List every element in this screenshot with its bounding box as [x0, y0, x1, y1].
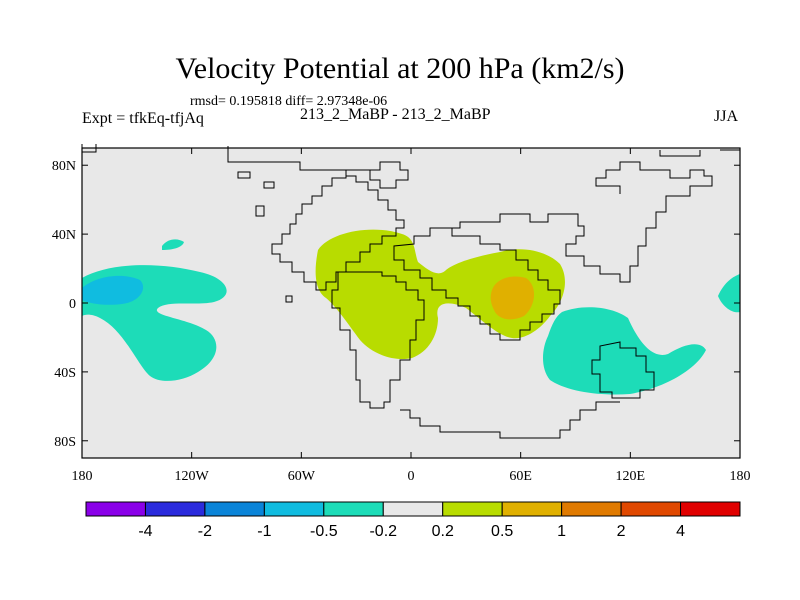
region-central-pacific-blue [82, 275, 144, 305]
lat-tick-label: 80S [54, 435, 76, 450]
region-middle-east-orange [490, 276, 535, 320]
lon-tick-label: 120W [175, 469, 210, 484]
colorbar-label: 2 [617, 523, 626, 540]
lon-tick-label: 60E [509, 469, 532, 484]
stats-text: rmsd= 0.195818 diff= 2.97348e-06 [190, 94, 388, 109]
region-north-pacific-cyan [162, 239, 184, 250]
colorbar-box [561, 501, 622, 517]
season-label: JJA [714, 108, 739, 125]
colorbar-label: -4 [138, 523, 152, 540]
colorbar-box [680, 501, 741, 517]
lat-tick-label: 40S [54, 366, 76, 381]
colorbar-box [382, 501, 444, 517]
coastline-australia [591, 341, 655, 399]
colorbar-label: -2 [198, 523, 212, 540]
colorbar-box [204, 501, 265, 517]
coastline-south-america [331, 271, 425, 409]
lat-tick-label: 80N [52, 159, 76, 174]
latitude-ticks: 80N 40N 0 40S 80S [52, 159, 740, 450]
plot-title: Velocity Potential at 200 hPa (km2/s) [175, 52, 625, 85]
region-indian-ocean-cyan [543, 307, 706, 395]
lon-tick-label: 120E [616, 469, 646, 484]
lon-tick-label: 0 [408, 469, 415, 484]
colorbar-box [442, 501, 503, 517]
colorbar-label: 0.2 [432, 523, 454, 540]
coastline-north-america [227, 146, 409, 291]
colorbar-label: 1 [557, 523, 566, 540]
coastlines [81, 144, 740, 439]
case-label: 213_2_MaBP - 213_2_MaBP [300, 106, 491, 123]
colorbar-label: 0.5 [491, 523, 513, 540]
lat-tick-label: 40N [52, 228, 76, 243]
colorbar-label: -0.2 [369, 523, 397, 540]
coastline-small-islands [237, 171, 293, 303]
coastline-antarctica [400, 401, 620, 439]
lon-tick-label: 180 [730, 469, 751, 484]
lat-tick-label: 0 [69, 297, 76, 312]
colorbar-box [263, 501, 325, 517]
colorbar-label: 4 [676, 523, 685, 540]
coastline-africa-eurasia [393, 227, 561, 341]
region-americas-green [315, 229, 565, 360]
colorbar: -4 -2 -1 -0.5 -0.2 0.2 0.5 1 2 4 [85, 501, 741, 540]
lon-tick-label: 60W [288, 469, 316, 484]
experiment-label: Expt = tfkEq-tfjAq [82, 110, 204, 127]
coastline-asia [444, 161, 713, 283]
colorbar-box [85, 501, 146, 517]
shaded-regions [82, 229, 740, 395]
colorbar-box [620, 501, 682, 517]
colorbar-box [323, 501, 384, 517]
colorbar-label: -1 [257, 523, 271, 540]
colorbar-label: -0.5 [310, 523, 338, 540]
lon-tick-label: 180 [72, 469, 93, 484]
colorbar-box [501, 501, 563, 517]
longitude-ticks: 180 120W 60W 0 60E 120E 180 [72, 148, 751, 484]
colorbar-box [144, 501, 206, 517]
